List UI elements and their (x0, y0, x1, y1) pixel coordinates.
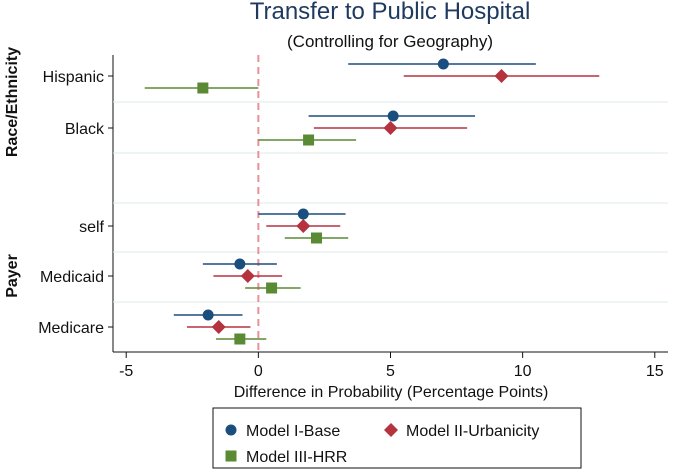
legend-marker-model-i-base (225, 424, 237, 436)
x-tick-label: -5 (119, 363, 133, 380)
row-label-self: self (79, 219, 104, 236)
point-model-iii-hrr (303, 134, 315, 146)
point-model-ii-urbanicity (211, 320, 226, 334)
row-label-black: Black (65, 121, 105, 138)
legend-marker-model-iii-hrr (225, 450, 237, 462)
row-label-medicare: Medicare (38, 320, 104, 337)
point-model-iii-hrr (266, 282, 278, 294)
x-tick-label: 5 (386, 363, 395, 380)
point-model-i-base (387, 110, 399, 122)
group-label-payer: Payer (4, 254, 21, 298)
point-model-iii-hrr (234, 333, 246, 345)
point-model-i-base (202, 309, 214, 321)
legend-marker-model-ii-urbanicity (384, 423, 398, 437)
chart-subtitle: (Controlling for Geography) (287, 32, 493, 51)
legend: Model I-Base Model II-Urbanicity Model III… (212, 407, 582, 469)
x-tick-label: 15 (646, 363, 664, 380)
point-model-ii-urbanicity (494, 69, 509, 83)
legend-label-model-i-base: Model I-Base (246, 423, 340, 440)
legend-box (212, 407, 582, 469)
x-tick-label: 0 (254, 363, 263, 380)
point-model-iii-hrr (311, 232, 322, 244)
point-model-i-base (437, 58, 449, 70)
point-model-i-base (297, 208, 309, 220)
row-label-medicaid: Medicaid (40, 269, 104, 286)
point-model-ii-urbanicity (296, 219, 311, 233)
point-model-ii-urbanicity (383, 121, 398, 135)
legend-label-model-iii-hrr: Model III-HRR (246, 449, 347, 466)
group-label-race-ethnicity: Race/Ethnicity (4, 47, 21, 157)
row-label-hispanic: Hispanic (43, 69, 104, 86)
point-model-iii-hrr (197, 82, 209, 94)
legend-label-model-ii-urbanicity: Model II-Urbanicity (406, 423, 539, 440)
x-axis-title: Difference in Probability (Percentage Po… (234, 384, 549, 401)
point-model-ii-urbanicity (240, 269, 255, 283)
x-tick-label: 10 (514, 363, 532, 380)
plot-area: -5 0 5 10 15 Hispanic Black self Medicaid Medicar… (4, 47, 668, 380)
point-model-i-base (234, 258, 246, 270)
chart-title: Transfer to Public Hospital (250, 0, 531, 25)
